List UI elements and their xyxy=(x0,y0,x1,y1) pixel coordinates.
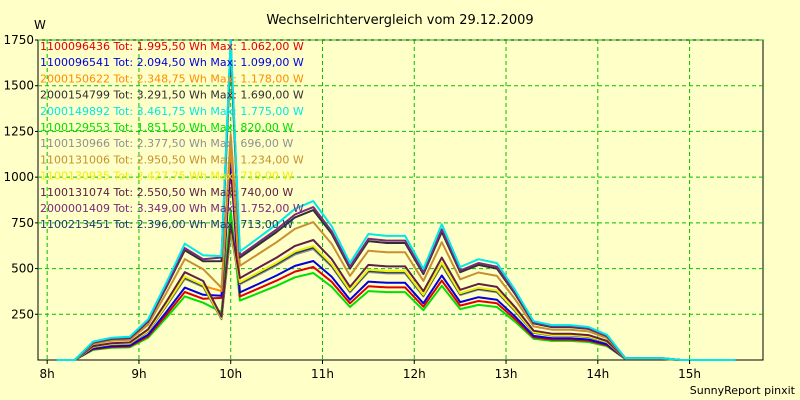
legend-item-1100130935: 1100130935 Tot: 2.427,75 Wh Max: 719,00 … xyxy=(40,170,293,183)
y-tick-label: 1000 xyxy=(3,170,34,184)
legend-item-1100129553: 1100129553 Tot: 1.851,50 Wh Max: 820,00 … xyxy=(40,121,293,134)
x-tick-label: 13h xyxy=(495,367,518,381)
legend-item-2000001409: 2000001409 Tot: 3.349,00 Wh Max: 1.752,0… xyxy=(40,202,304,215)
legend-item-1100131006: 1100131006 Tot: 2.950,50 Wh Max: 1.234,0… xyxy=(40,153,304,166)
legend-item-1100213451: 1100213451 Tot: 2.396,00 Wh Max: 713,00 … xyxy=(40,218,293,231)
x-tick-label: 11h xyxy=(311,367,334,381)
series-lines xyxy=(56,39,736,361)
legend-item-2000154799: 2000154799 Tot: 3.291,50 Wh Max: 1.690,0… xyxy=(40,89,304,102)
legend: 1100096436 Tot: 1.995,50 Wh Max: 1.062,0… xyxy=(40,40,304,231)
y-tick-label: 500 xyxy=(11,262,34,276)
x-tick-label: 14h xyxy=(586,367,609,381)
y-axis-label: W xyxy=(34,18,46,32)
y-tick-label: 1750 xyxy=(3,33,34,47)
x-tick-label: 10h xyxy=(219,367,242,381)
footer-label: SunnyReport pinxit xyxy=(690,384,796,397)
legend-item-2000149892: 2000149892 Tot: 3.461,75 Wh Max: 1.775,0… xyxy=(40,105,304,118)
legend-item-2000150622: 2000150622 Tot: 2.348,75 Wh Max: 1.178,0… xyxy=(40,72,304,85)
y-tick-label: 250 xyxy=(11,307,34,321)
legend-item-1100130966: 1100130966 Tot: 2.377,50 Wh Max: 696,00 … xyxy=(40,137,293,150)
chart-title: Wechselrichtervergleich vom 29.12.2009 xyxy=(266,13,533,28)
x-tick-label: 15h xyxy=(678,367,701,381)
y-ticks: 250 500 750 1000 1250 1500 1750 xyxy=(3,33,38,321)
series-line-2000149892 xyxy=(56,39,736,361)
y-tick-label: 1500 xyxy=(3,79,34,93)
x-tick-label: 9h xyxy=(131,367,146,381)
y-tick-label: 750 xyxy=(11,216,34,230)
x-tick-label: 8h xyxy=(40,367,55,381)
x-ticks: 8h 9h 10h 11h 12h 13h 14h 15h xyxy=(40,360,701,381)
legend-item-1100131074: 1100131074 Tot: 2.550,50 Wh Max: 740,00 … xyxy=(40,186,293,199)
legend-item-1100096436: 1100096436 Tot: 1.995,50 Wh Max: 1.062,0… xyxy=(40,40,304,53)
y-tick-label: 1250 xyxy=(3,124,34,138)
legend-item-1100096541: 1100096541 Tot: 2.094,50 Wh Max: 1.099,0… xyxy=(40,56,304,69)
x-tick-label: 12h xyxy=(403,367,426,381)
